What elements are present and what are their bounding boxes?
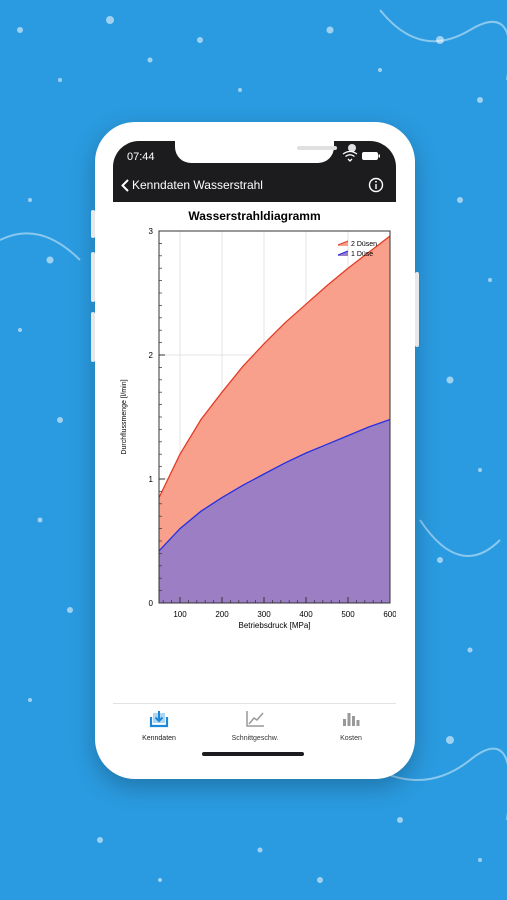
notch: [175, 141, 356, 163]
wifi-icon: [342, 150, 358, 162]
y-axis-label: Durchflussmenge [l/min]: [121, 379, 128, 454]
chevron-left-icon: [121, 178, 129, 192]
series-1-line: [158, 418, 391, 552]
mute-switch: [91, 210, 95, 238]
bar-chart-icon: [343, 713, 360, 726]
legend-swatch-line: [337, 240, 349, 246]
tab-label: Kosten: [340, 735, 362, 742]
tab-label: Kenndaten: [142, 735, 176, 742]
speaker-grille: [297, 146, 337, 150]
tab-kenndaten[interactable]: Kenndaten: [119, 710, 199, 742]
legend-label: 2 Düsen: [351, 241, 377, 248]
x-axis-label: Betriebsdruck [MPa]: [238, 621, 310, 630]
x-tick-label: 200: [215, 610, 229, 619]
back-button-label: Kenndaten Wasserstrahl: [132, 178, 263, 192]
info-circle-icon[interactable]: [368, 177, 384, 193]
status-time: 07:44: [127, 151, 155, 163]
volume-down-button: [91, 312, 95, 362]
battery-icon: [362, 152, 378, 160]
x-tick-label: 300: [257, 610, 271, 619]
tab-kosten[interactable]: Kosten: [311, 710, 391, 742]
x-tick-label: 500: [341, 610, 355, 619]
series-2-line: [158, 235, 391, 498]
front-camera: [348, 144, 356, 152]
download-tray-icon: [149, 711, 169, 728]
back-button[interactable]: Kenndaten Wasserstrahl: [121, 176, 263, 194]
home-indicator: [202, 752, 304, 756]
status-icons: [342, 150, 380, 162]
x-tick-label: 400: [299, 610, 313, 619]
legend-swatch-line: [337, 250, 349, 256]
app-screen: 07:44 Kenndaten Wasserstrahl W: [113, 141, 396, 763]
volume-up-button: [91, 252, 95, 302]
y-tick-label: 1: [149, 475, 154, 484]
tab-label: Schnittgeschw.: [231, 735, 279, 742]
navigation-header: 07:44 Kenndaten Wasserstrahl: [113, 141, 396, 202]
flow-rate-chart: 100 200 300 400 500 600 0 1 2 3 Betriebsdruck [MPa…: [121, 227, 396, 630]
legend-label: 1 Düse: [351, 251, 373, 258]
tab-bar: Kenndaten Schnittgeschw. Kosten: [113, 703, 396, 749]
y-tick-label: 3: [149, 227, 154, 236]
series-2-area: [159, 236, 390, 551]
power-button: [415, 272, 419, 347]
tab-schnittgeschw[interactable]: Schnittgeschw.: [215, 710, 295, 742]
series-1-area: [159, 419, 390, 603]
y-tick-label: 0: [149, 599, 154, 608]
line-chart-icon: [246, 711, 264, 727]
x-tick-label: 100: [173, 610, 187, 619]
chart-title: Wasserstrahldiagramm: [188, 209, 321, 223]
x-tick-label: 600: [383, 610, 396, 619]
phone-frame: 07:44 Kenndaten Wasserstrahl W: [91, 122, 419, 779]
y-tick-label: 2: [149, 351, 154, 360]
chart-area: Wasserstrahldiagramm 100 200 300 400 500 600 0…: [113, 202, 396, 702]
